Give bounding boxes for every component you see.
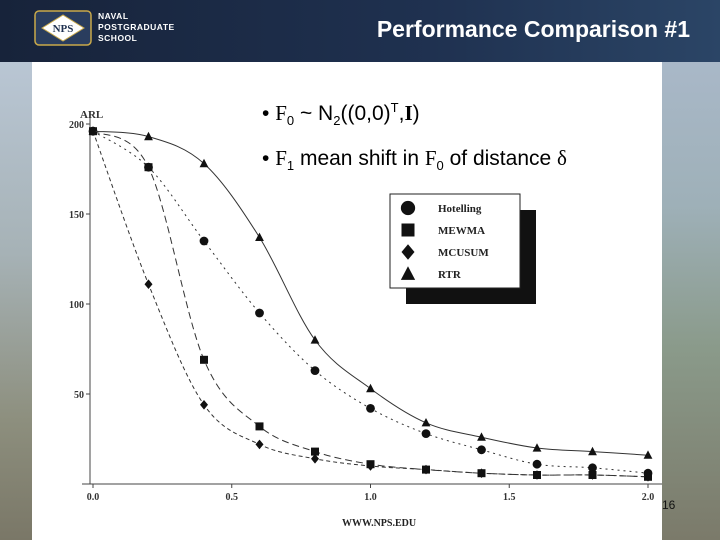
arl-chart: 0.00.51.01.52.050100150200ARLδ Hotelling… xyxy=(32,62,662,540)
data-point-triangle xyxy=(643,450,653,459)
f-symbol-2: F xyxy=(424,146,437,170)
chart-legend: Hotelling MEWMA MCUSUM RTR xyxy=(389,193,536,304)
legend-marker-diamond xyxy=(401,244,415,260)
data-point-triangle xyxy=(477,432,486,441)
y-tick-label: 150 xyxy=(69,210,84,221)
data-point-diamond xyxy=(144,279,153,289)
series-line xyxy=(92,131,649,478)
data-point-diamond xyxy=(422,464,430,475)
y-tick-label: 100 xyxy=(69,300,84,311)
normal-subscript: 2 xyxy=(333,113,341,129)
slide-title: Performance Comparison #1 xyxy=(376,16,690,42)
series-line xyxy=(92,130,649,474)
delta-symbol: δ xyxy=(557,146,567,170)
x-tick-label: 0.5 xyxy=(226,492,239,503)
series-rtr xyxy=(88,126,653,459)
data-point-diamond xyxy=(200,400,208,410)
comma: , xyxy=(398,102,405,125)
legend-label: Hotelling xyxy=(438,203,482,215)
mean-shift-text: mean shift in xyxy=(294,147,425,170)
data-point-circle xyxy=(421,429,431,438)
y-tick-label: 50 xyxy=(74,390,84,401)
data-point-circle xyxy=(588,463,597,473)
x-tick-label: 2.0 xyxy=(642,492,655,503)
legend-label: RTR xyxy=(438,269,462,281)
bullet-mean-shift: • F1 mean shift in F0 of distance δ xyxy=(262,146,567,173)
data-point-square xyxy=(311,447,319,456)
legend-marker-circle xyxy=(400,200,416,216)
data-point-circle xyxy=(199,236,209,246)
x-tick-label: 1.5 xyxy=(503,492,516,503)
data-point-diamond xyxy=(366,461,375,471)
bullet-distribution-f0: • F0 ~ N2((0,0)T,I) xyxy=(262,100,420,128)
x-tick-label: 0.0 xyxy=(87,492,100,503)
legend-label: MEWMA xyxy=(438,225,485,237)
logo-line-2: POSTGRADUATE xyxy=(98,22,175,32)
data-point-triangle xyxy=(366,383,375,393)
close-paren: ) xyxy=(412,102,420,125)
transpose-superscript: T xyxy=(390,100,399,115)
data-point-diamond xyxy=(255,439,264,450)
data-point-diamond xyxy=(588,470,597,480)
school-name-logo: NAVAL POSTGRADUATE SCHOOL xyxy=(98,11,175,44)
campus-photo-right xyxy=(662,62,720,540)
data-point-triangle xyxy=(421,418,431,427)
y-tick-label: 200 xyxy=(69,120,84,131)
logo-line-1: NAVAL xyxy=(98,11,129,21)
f-subscript: 1 xyxy=(286,158,295,174)
data-point-square xyxy=(200,355,208,364)
legend-label: MCUSUM xyxy=(438,247,489,259)
chart-axes: 0.00.51.01.52.050100150200ARLδ xyxy=(69,109,662,503)
identity-matrix: I xyxy=(404,101,413,125)
data-point-circle xyxy=(532,459,542,469)
y-axis-label: ARL xyxy=(80,109,103,121)
data-point-diamond xyxy=(644,472,652,482)
data-point-diamond xyxy=(311,454,319,464)
f-symbol: F xyxy=(275,101,287,125)
seal-text: NPS xyxy=(53,23,74,35)
data-point-circle xyxy=(310,366,320,375)
f-subscript-2: 0 xyxy=(436,158,444,174)
slide-header: NPS NAVAL POSTGRADUATE SCHOOL Performanc… xyxy=(0,0,720,62)
data-point-triangle xyxy=(532,443,542,452)
data-point-triangle xyxy=(199,158,209,168)
page-number: 16 xyxy=(662,498,676,512)
data-point-triangle xyxy=(88,126,98,135)
chart-series xyxy=(88,126,653,482)
data-point-circle xyxy=(255,308,264,318)
data-point-triangle xyxy=(588,446,597,456)
data-point-triangle xyxy=(144,131,153,141)
data-point-square xyxy=(144,163,153,172)
data-point-circle xyxy=(477,445,486,455)
series-line xyxy=(92,130,649,478)
campus-photo-left xyxy=(0,62,32,540)
x-tick-label: 1.0 xyxy=(364,492,377,503)
data-point-circle xyxy=(366,404,375,413)
legend-marker-square xyxy=(401,223,415,237)
logo-line-3: SCHOOL xyxy=(98,33,138,43)
mean-vector: ((0,0) xyxy=(340,102,391,125)
data-point-diamond xyxy=(533,470,541,480)
nps-seal-logo: NPS xyxy=(34,10,92,46)
f-subscript: 0 xyxy=(286,113,295,129)
footer-url: WWW.NPS.EDU xyxy=(342,518,417,529)
series-line xyxy=(92,130,649,456)
data-point-triangle xyxy=(255,232,264,241)
data-point-square xyxy=(255,422,264,431)
data-point-diamond xyxy=(477,468,486,478)
distance-text: of distance xyxy=(443,147,558,170)
bullet-mark: • xyxy=(262,147,270,170)
data-point-triangle xyxy=(310,335,320,344)
f-symbol: F xyxy=(275,146,287,170)
legend-marker-triangle xyxy=(400,266,416,280)
bullet-mark: • xyxy=(262,102,270,125)
normal-dist-text: ~ N xyxy=(294,102,334,125)
